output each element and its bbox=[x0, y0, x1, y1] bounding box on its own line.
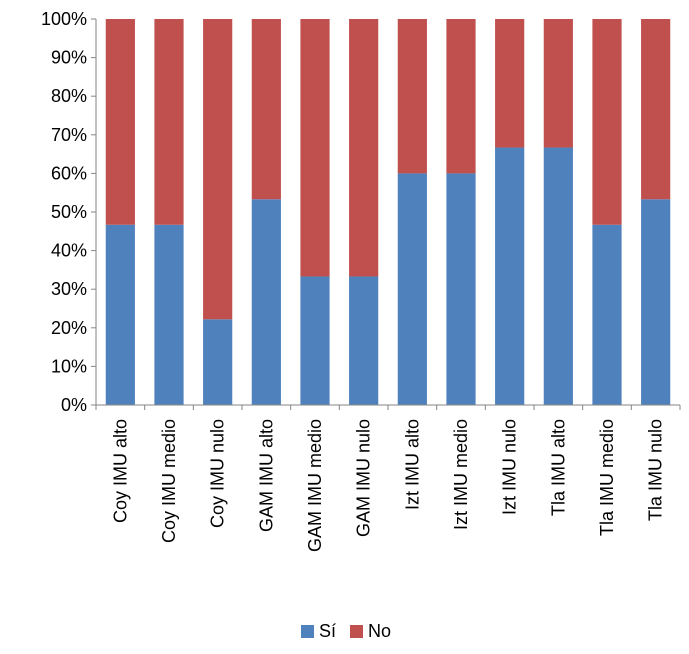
bar-segment-si bbox=[543, 147, 573, 405]
bar-segment-no bbox=[641, 19, 671, 200]
category-label: Izt IMU medio bbox=[451, 419, 471, 530]
y-axis: 0% 10% 20% 30% 40% 50% 60% 70% 80% 90% 100% bbox=[41, 9, 97, 415]
category-label: GAM IMU nulo bbox=[354, 419, 374, 537]
category-label: Izt IMU alto bbox=[402, 419, 422, 510]
category-label: Coy IMU nulo bbox=[208, 419, 228, 528]
bar-segment-si bbox=[203, 319, 233, 405]
y-tick-label: 20% bbox=[51, 318, 87, 338]
category-label: GAM IMU medio bbox=[305, 419, 325, 552]
category-label: Coy IMU alto bbox=[110, 419, 130, 523]
bars bbox=[105, 19, 671, 405]
y-tick-label: 30% bbox=[51, 279, 87, 299]
y-tick-label: 50% bbox=[51, 202, 87, 222]
y-tick-label: 40% bbox=[51, 241, 87, 261]
y-tick-label: 80% bbox=[51, 86, 87, 106]
y-tick-label: 60% bbox=[51, 163, 87, 183]
y-tick-label: 0% bbox=[61, 395, 87, 415]
x-axis: Coy IMU alto Coy IMU medio Coy IMU nulo GAM… bbox=[95, 404, 681, 552]
bar-segment-si bbox=[300, 276, 330, 405]
legend-swatch-si bbox=[301, 625, 314, 638]
y-tick-label: 70% bbox=[51, 125, 87, 145]
bar-segment-si bbox=[349, 276, 379, 405]
bar-segment-no bbox=[203, 19, 233, 320]
y-tick-label: 90% bbox=[51, 48, 87, 68]
bar-segment-no bbox=[349, 19, 379, 277]
bar-segment-no bbox=[251, 19, 281, 200]
bar-segment-si bbox=[154, 224, 184, 405]
y-tick-label: 100% bbox=[41, 9, 87, 29]
bar-segment-no bbox=[446, 19, 476, 174]
bar-segment-no bbox=[397, 19, 427, 174]
category-label: Tla IMU nulo bbox=[646, 419, 666, 521]
category-label: Tla IMU alto bbox=[548, 419, 568, 516]
bar-segment-no bbox=[105, 19, 135, 225]
bar-segment-si bbox=[592, 224, 622, 405]
legend: Sí No bbox=[301, 621, 391, 641]
bar-segment-si bbox=[641, 199, 671, 405]
bar-segment-no bbox=[543, 19, 573, 148]
bar-segment-no bbox=[495, 19, 525, 148]
category-label: GAM IMU alto bbox=[256, 419, 276, 532]
category-label: Izt IMU nulo bbox=[500, 419, 520, 515]
bar-segment-si bbox=[251, 199, 281, 405]
y-tick-label: 10% bbox=[51, 356, 87, 376]
bar-segment-no bbox=[300, 19, 330, 277]
legend-label-si: Sí bbox=[319, 621, 336, 641]
legend-label-no: No bbox=[368, 621, 391, 641]
legend-swatch-no bbox=[350, 625, 363, 638]
category-label: Coy IMU medio bbox=[159, 419, 179, 543]
bar-segment-si bbox=[446, 173, 476, 405]
bar-segment-si bbox=[495, 147, 525, 405]
bar-segment-si bbox=[397, 173, 427, 405]
bar-segment-no bbox=[592, 19, 622, 225]
category-label: Tla IMU medio bbox=[597, 419, 617, 536]
bar-segment-si bbox=[105, 224, 135, 405]
bar-segment-no bbox=[154, 19, 184, 225]
